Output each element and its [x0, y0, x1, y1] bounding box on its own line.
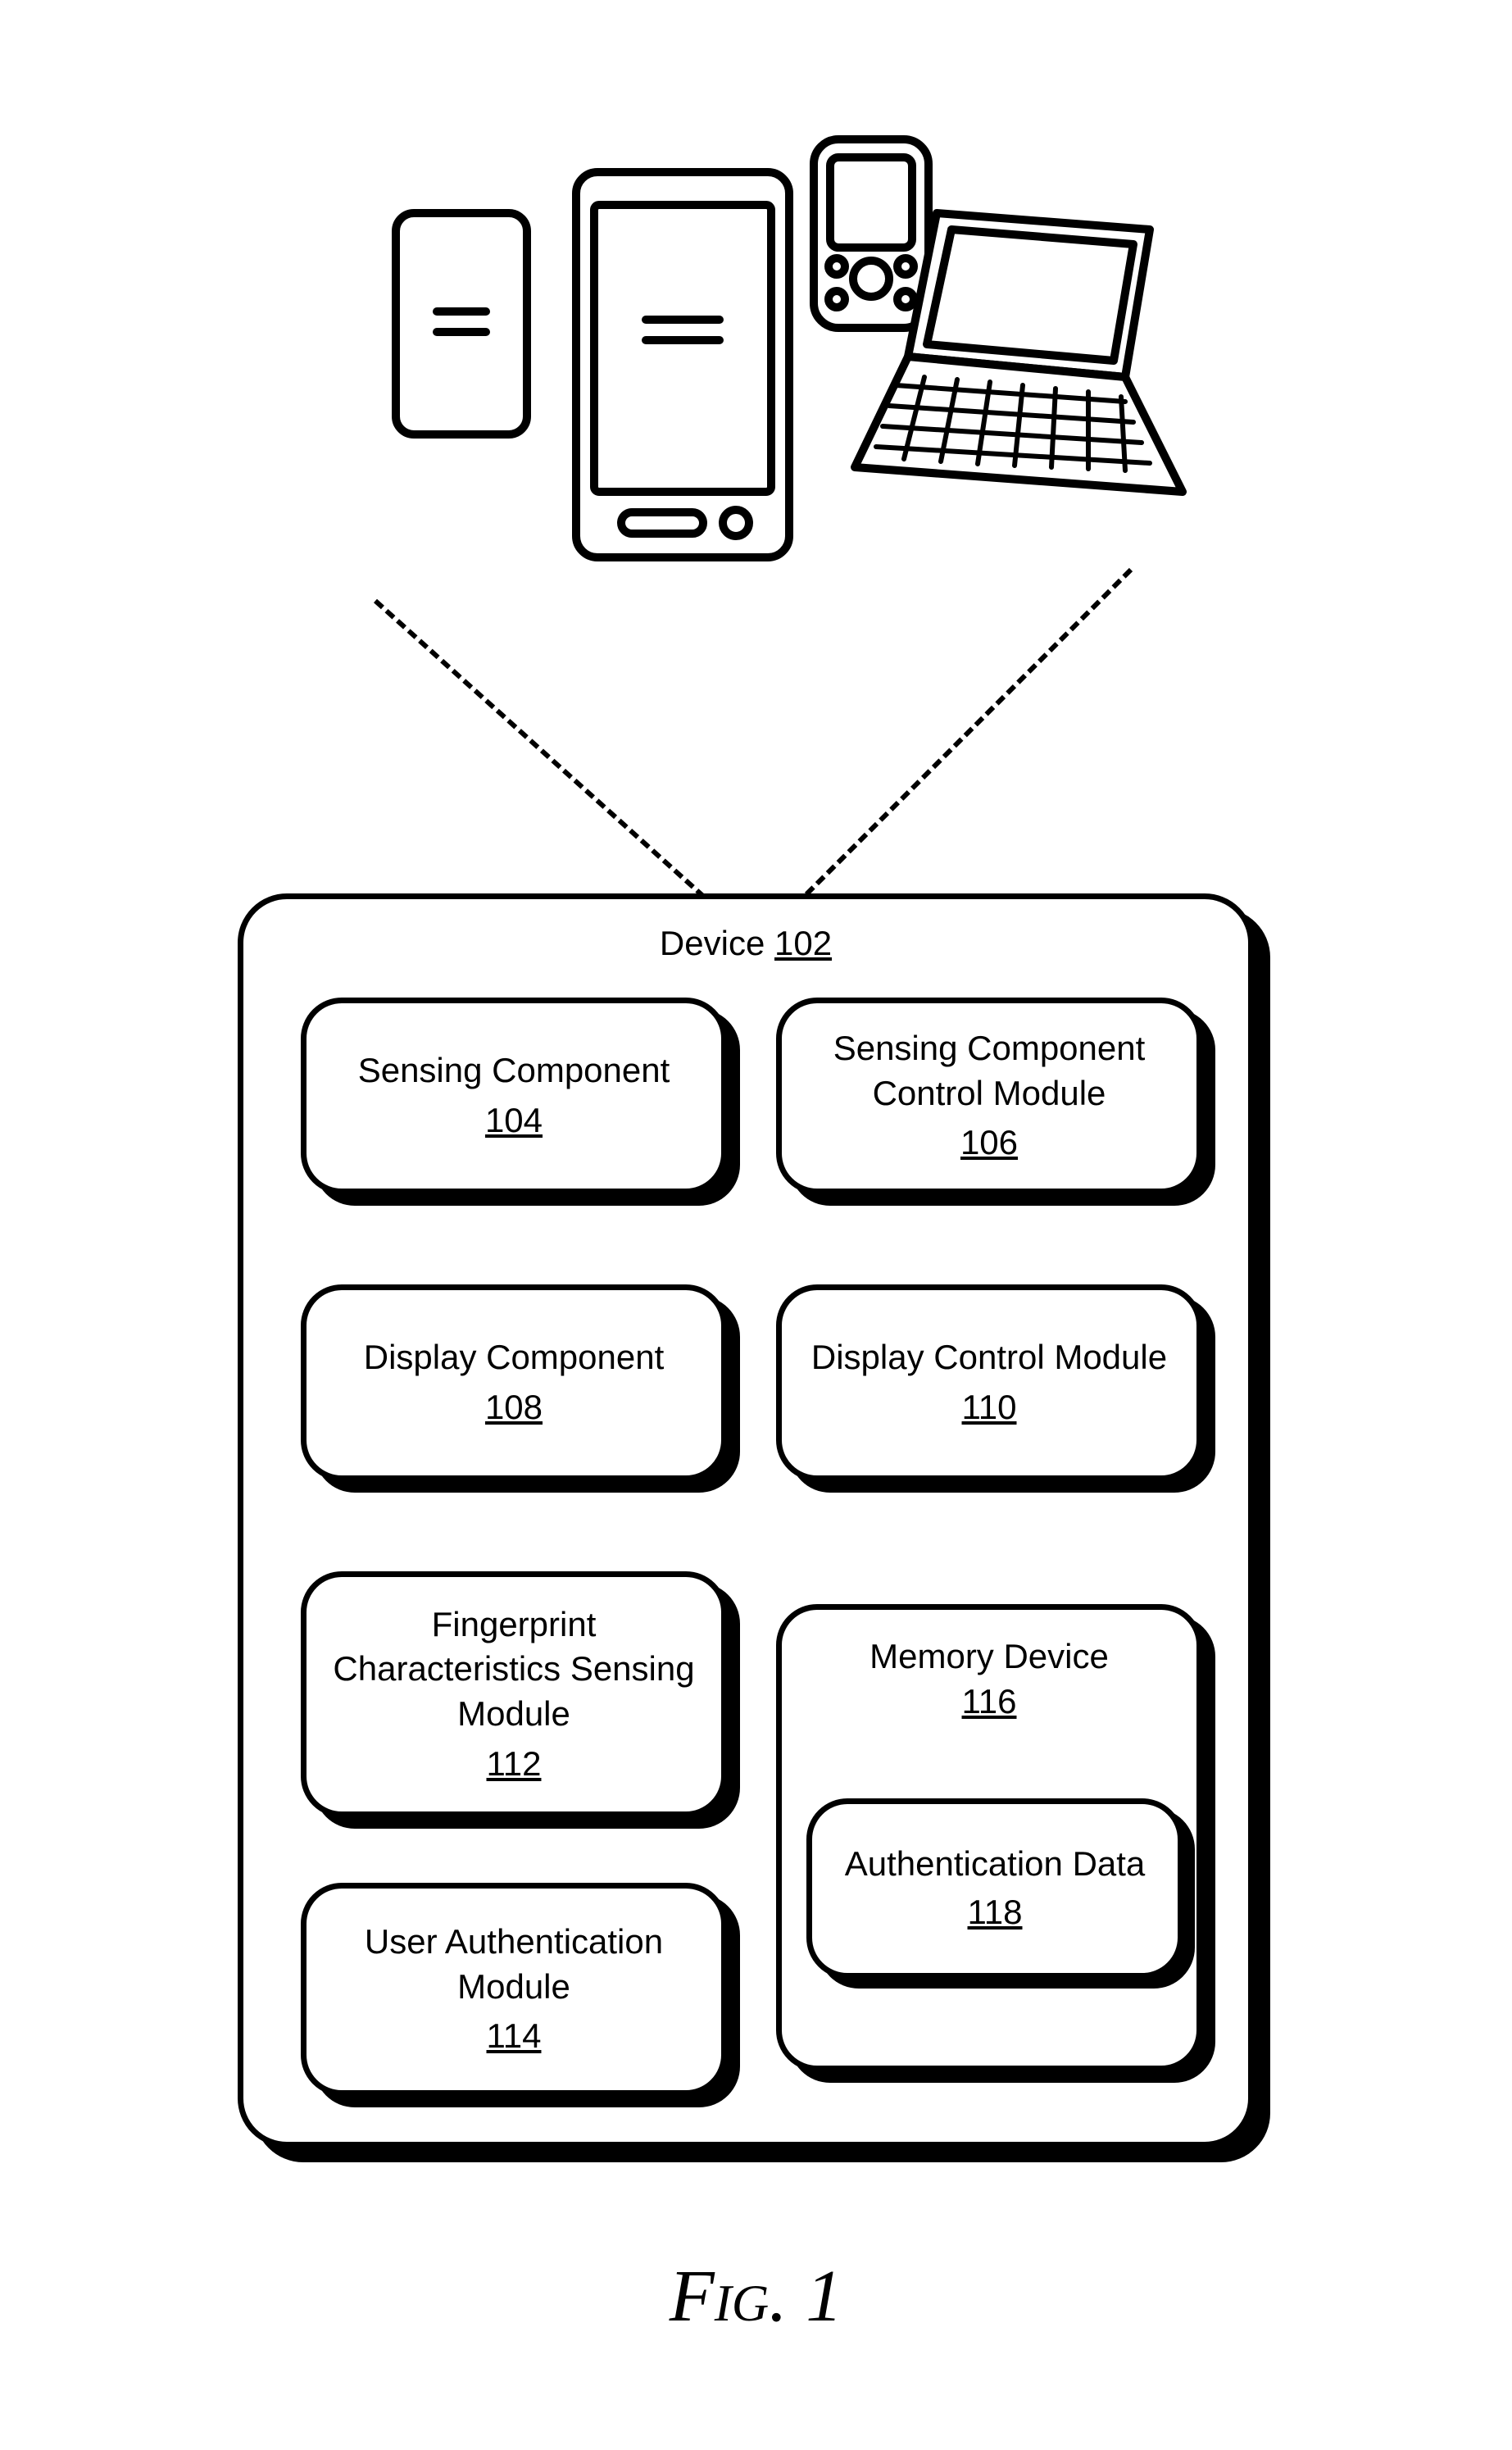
module-ref: 106 — [960, 1120, 1018, 1166]
module-display-control: Display Control Module 110 — [776, 1284, 1202, 1481]
module-ref: 104 — [485, 1098, 543, 1143]
module-label: Sensing Component Control Module — [833, 1026, 1146, 1116]
module-fingerprint-sensing: Fingerprint Characteristics Sensing Modu… — [301, 1571, 727, 1817]
module-display-component: Display Component 108 — [301, 1284, 727, 1481]
figure-caption: Fig. 1 — [0, 2254, 1512, 2339]
module-label: Display Component — [364, 1335, 665, 1380]
inner-label: Authentication Data — [845, 1842, 1146, 1887]
module-label: Display Control Module — [811, 1335, 1167, 1380]
device-title: Device 102 — [243, 924, 1248, 963]
device-title-text: Device — [660, 924, 765, 962]
device-box: Device 102 Sensing Component 104 Sensing… — [238, 893, 1254, 2148]
memory-ref: 116 — [782, 1680, 1196, 1725]
module-label: Fingerprint Characteristics Sensing Modu… — [333, 1602, 694, 1737]
module-memory-device: Memory Device 116 Authentication Data 11… — [776, 1604, 1202, 2071]
inner-ref: 118 — [968, 1890, 1023, 1935]
module-sensing-control: Sensing Component Control Module 106 — [776, 998, 1202, 1194]
module-auth-data: Authentication Data 118 — [806, 1798, 1183, 1979]
memory-title: Memory Device 116 — [782, 1634, 1196, 1724]
module-label: Sensing Component — [358, 1048, 670, 1093]
module-sensing-component: Sensing Component 104 — [301, 998, 727, 1194]
figure-canvas: Device 102 Sensing Component 104 Sensing… — [0, 0, 1512, 2450]
dashed-line-left — [374, 599, 706, 899]
module-ref: 108 — [485, 1385, 543, 1430]
module-ref: 112 — [487, 1742, 542, 1787]
module-label: User Authentication Module — [365, 1920, 663, 2009]
module-user-auth: User Authentication Module 114 — [301, 1883, 727, 2096]
module-ref: 114 — [487, 2014, 542, 2059]
memory-label: Memory Device — [782, 1634, 1196, 1680]
device-ref: 102 — [774, 924, 832, 962]
devices-illustration — [306, 107, 1207, 631]
module-ref: 110 — [962, 1385, 1017, 1430]
